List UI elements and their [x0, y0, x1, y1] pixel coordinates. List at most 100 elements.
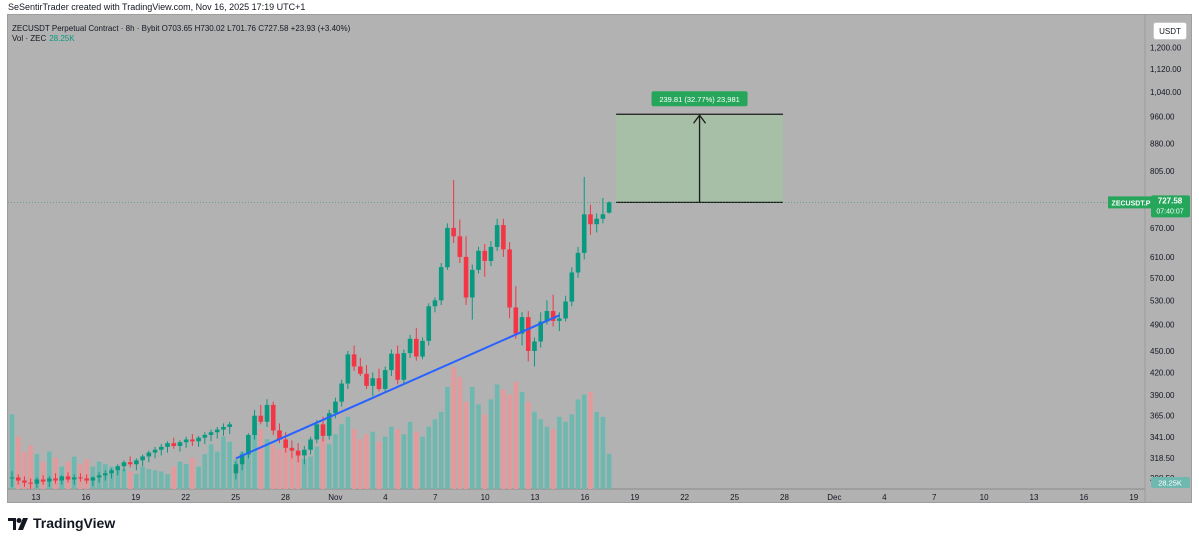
price-tag-box [1151, 195, 1190, 218]
time-axis-tick-label: 10 [481, 493, 490, 502]
volume-bar [488, 399, 494, 489]
candle-body [563, 301, 568, 319]
candle-body [457, 236, 463, 257]
chart-credit: SeSentirTrader created with TradingView.… [8, 2, 306, 12]
candle-body [264, 404, 270, 422]
price-axis-tick-label: 318.50 [1150, 454, 1175, 463]
candle-body [78, 477, 83, 479]
volume-bar [246, 436, 251, 489]
time-axis-tick-label: 25 [231, 493, 240, 502]
candle-body [34, 479, 40, 484]
candle-body [15, 477, 21, 481]
candle-body [53, 478, 58, 481]
candle-body [214, 429, 220, 433]
time-axis-tick-label: 16 [1079, 493, 1088, 502]
price-tag-value: 727.58 [1158, 196, 1183, 205]
volume-bar [183, 464, 189, 489]
candle-body [59, 476, 65, 481]
volume-bar [550, 429, 556, 489]
volume-bar [121, 469, 127, 489]
volume-bar [115, 470, 121, 489]
candle-body [333, 401, 338, 414]
measure-label: 239.81 (32.77%) 23,981 [659, 95, 739, 104]
volume-bar [71, 456, 77, 489]
volume-bar [426, 426, 432, 489]
volume-bar [9, 414, 15, 489]
tradingview-logo-icon [8, 517, 28, 530]
candle-body [382, 370, 388, 389]
candle-body [575, 252, 581, 273]
trendline [235, 314, 560, 460]
price-axis-tick-label: 530.00 [1150, 296, 1175, 305]
price-axis-tick-label: 960.00 [1150, 113, 1175, 122]
price-axis-tick-label: 1,040.00 [1150, 88, 1182, 97]
time-axis-tick-label: 10 [980, 493, 989, 502]
candle-body [525, 317, 531, 351]
candle-body [588, 214, 593, 225]
price-axis-tick-label: 805.00 [1150, 167, 1175, 176]
candle-body [196, 437, 201, 442]
volume-bar [538, 419, 543, 489]
volume-bar [22, 451, 27, 489]
time-axis-tick-label: 13 [1030, 493, 1039, 502]
volume-bar [289, 451, 295, 489]
volume-bar [165, 474, 170, 489]
volume-bar [507, 394, 512, 489]
volume-bar [532, 411, 537, 489]
candle-body [40, 479, 46, 482]
symbol-legend: ZECUSDT Perpetual Contract · 8h · Bybit … [12, 24, 351, 33]
measure-arrow-head [693, 114, 707, 124]
volume-bar [513, 381, 519, 489]
candle-body [538, 321, 543, 342]
volume-bar [432, 419, 438, 489]
volume-bar [451, 367, 456, 489]
candle-body [227, 424, 232, 427]
volume-bar [308, 456, 313, 489]
candle-body [488, 246, 494, 261]
candle-body [115, 466, 121, 471]
tradingview-logo[interactable]: TradingView [8, 515, 115, 531]
candle-body [401, 353, 407, 380]
candle-body [171, 443, 177, 446]
volume-bar [389, 426, 394, 489]
tradingview-brand: TradingView [33, 515, 116, 531]
time-axis-tick-label: 22 [680, 493, 689, 502]
time-axis-tick-label: 25 [730, 493, 739, 502]
candle-body [165, 443, 170, 447]
volume-bar [501, 389, 506, 489]
price-axis-tick-label: 390.00 [1150, 391, 1175, 400]
time-axis-tick-label: 16 [81, 493, 90, 502]
volume-bar [264, 439, 270, 489]
volume-bar [563, 421, 568, 489]
candle-body [501, 225, 506, 250]
candle-body [84, 478, 89, 481]
candle-body [513, 307, 519, 334]
candle-body [208, 432, 214, 435]
candle-body [22, 480, 27, 483]
volume-bar [333, 434, 338, 489]
currency-unit-button[interactable]: USDT [1153, 22, 1187, 40]
time-axis-tick-label: 4 [882, 493, 887, 502]
time-axis-tick-label: 13 [32, 493, 41, 502]
candle-body [295, 450, 301, 456]
price-axis-tick-label: 1,200.00 [1150, 44, 1182, 53]
time-axis-tick-label: 4 [383, 493, 388, 502]
volume-bar [414, 431, 419, 489]
candle-body [239, 454, 245, 465]
candle-body [557, 318, 562, 321]
candle-body [438, 267, 444, 301]
volume-bar [420, 436, 425, 489]
candlestick-chart[interactable]: 239.81 (32.77%) 23,981 1,200.00 1,120.00 1,… [8, 15, 1192, 503]
volume-bar [171, 466, 177, 489]
volume-bar [581, 394, 587, 489]
candle-body [420, 340, 425, 357]
candle-body [190, 439, 195, 442]
chart-frame[interactable]: 239.81 (32.77%) 23,981 1,200.00 1,120.00 1,… [7, 14, 1192, 503]
candle-body [277, 430, 282, 440]
volume-bar [221, 436, 226, 489]
volume-bar [208, 444, 214, 489]
candle-body [177, 442, 183, 446]
time-axis-tick-label: 28 [281, 493, 290, 502]
volume-bar [277, 449, 282, 489]
volume-legend-label: Vol · ZEC [12, 34, 47, 43]
